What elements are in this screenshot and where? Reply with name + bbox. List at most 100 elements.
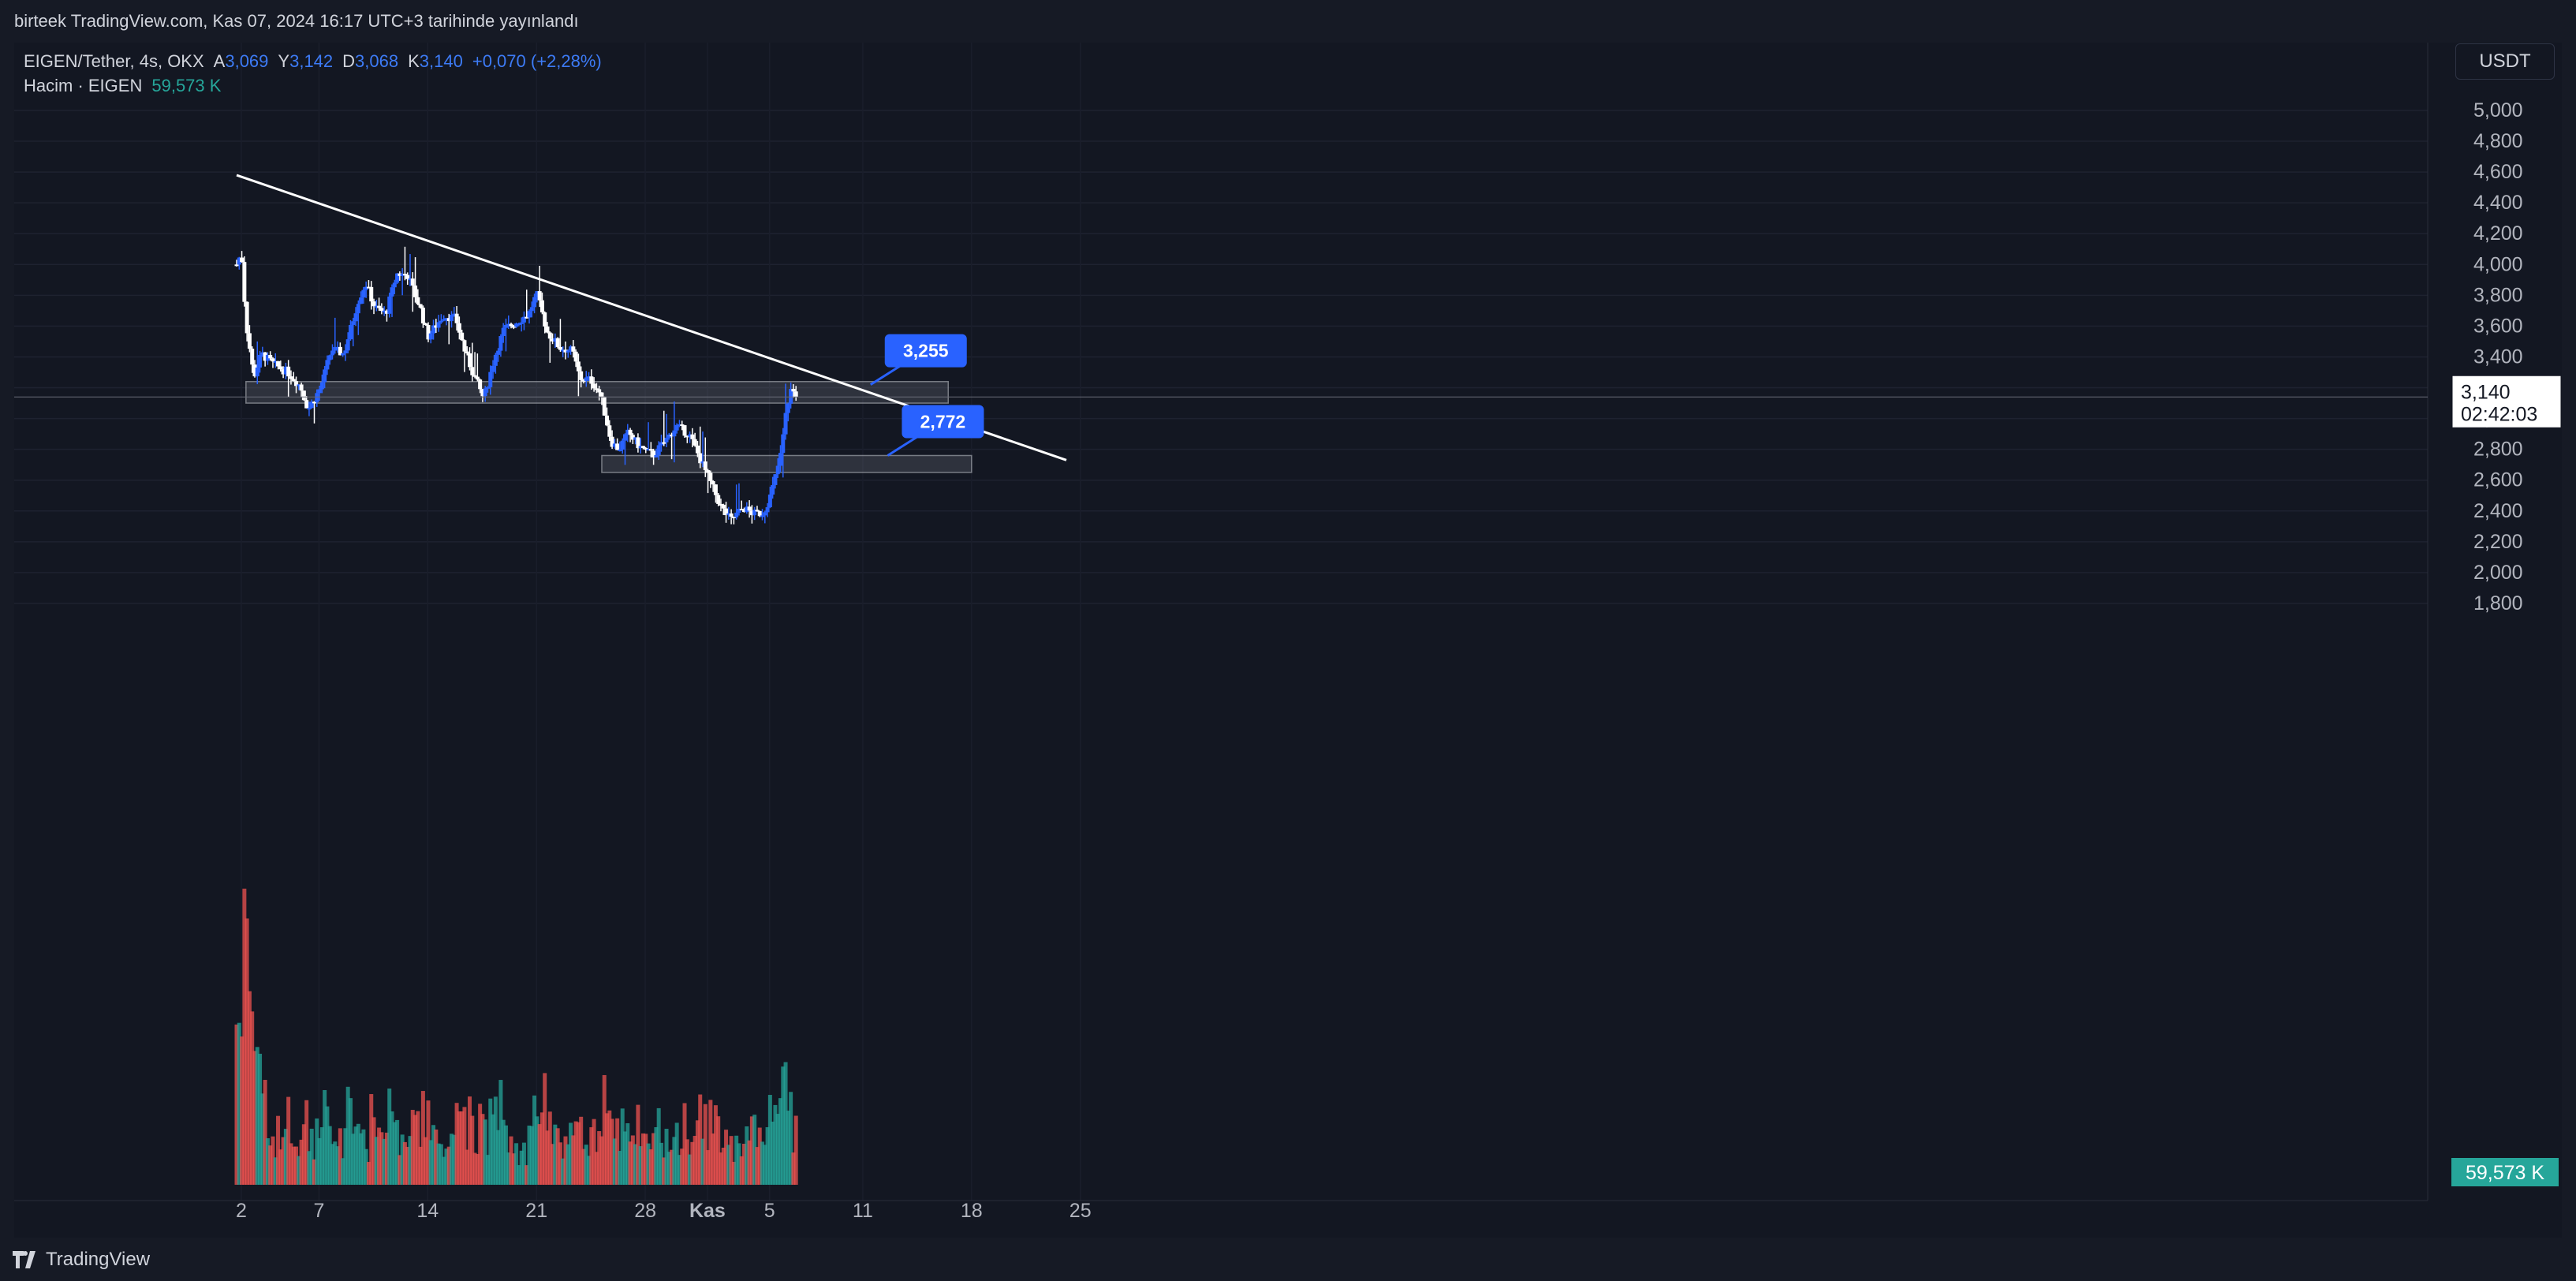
volume-bar — [428, 1140, 433, 1185]
volume-bar — [664, 1129, 669, 1185]
volume-bar — [480, 1114, 485, 1185]
candle-body — [525, 316, 529, 319]
candle-body — [789, 388, 793, 404]
candle-body — [468, 353, 472, 368]
candle-body — [485, 387, 490, 389]
volume-bar — [472, 1152, 477, 1185]
candle-body — [724, 508, 729, 516]
volume-bar — [450, 1133, 454, 1185]
volume-bar — [765, 1127, 770, 1185]
candle-body — [483, 388, 487, 397]
volume-bar — [592, 1119, 596, 1185]
candle-body — [519, 322, 524, 324]
volume-bar — [698, 1094, 703, 1185]
volume-value: 59,573 K — [151, 76, 222, 95]
volume-bar — [517, 1165, 521, 1185]
volume-bar — [317, 1137, 322, 1185]
candle-body — [428, 333, 433, 340]
candle-body — [630, 435, 635, 440]
volume-bar — [364, 1148, 368, 1185]
volume-bar — [636, 1104, 640, 1185]
volume-bar — [615, 1118, 620, 1185]
candle-body — [778, 453, 782, 466]
volume-bar — [286, 1096, 291, 1185]
volume-bar — [446, 1146, 451, 1185]
volume-bar — [245, 918, 249, 1185]
candle-body — [581, 379, 586, 382]
candle-body — [250, 349, 255, 365]
candle-body — [333, 346, 338, 351]
tradingview-logo[interactable]: TradingView — [13, 1249, 150, 1271]
price-callout[interactable] — [884, 334, 967, 368]
volume-bar — [289, 1143, 293, 1185]
volume-bar — [659, 1142, 663, 1185]
volume-bar — [670, 1149, 674, 1185]
candle-body — [700, 461, 705, 464]
candle-body — [731, 516, 736, 518]
volume-bar — [493, 1096, 498, 1185]
volume-bar — [382, 1138, 386, 1185]
volume-bar — [623, 1131, 627, 1185]
x-tick-label: 2 — [236, 1200, 247, 1222]
volume-bar — [755, 1147, 760, 1185]
candle-body — [470, 367, 475, 375]
volume-bar — [682, 1103, 687, 1185]
candle-body — [475, 376, 480, 380]
candle-body — [767, 494, 772, 508]
volume-label[interactable]: Hacim · EIGEN — [24, 76, 143, 95]
candle-body — [793, 391, 798, 398]
volume-bar — [773, 1104, 778, 1185]
volume-bar — [527, 1125, 532, 1185]
candle-body — [501, 327, 506, 336]
volume-bar — [651, 1133, 656, 1185]
candle-body — [364, 286, 368, 290]
candle-body — [592, 383, 596, 389]
volume-bar — [685, 1139, 689, 1185]
currency-button[interactable]: USDT — [2455, 43, 2555, 80]
candle-body — [312, 401, 316, 404]
y-tick-label: 2,800 — [2473, 439, 2523, 461]
volume-bar — [713, 1105, 718, 1185]
volume-bar — [579, 1116, 584, 1185]
candle-body — [607, 425, 612, 437]
candle-body — [757, 510, 762, 517]
candle-body — [672, 430, 677, 437]
volume-bar — [674, 1122, 679, 1185]
volume-bar — [263, 1080, 267, 1185]
candle-body — [402, 274, 407, 276]
candle-body — [521, 316, 526, 323]
volume-bar — [519, 1150, 524, 1185]
candle-body — [496, 350, 501, 355]
volume-bar — [323, 1089, 327, 1185]
price-chart[interactable]: 5,000 4,800 4,600 4,400 4,200 4,000 3,800 3,600… — [14, 43, 2562, 1238]
candle-body — [576, 361, 581, 372]
volume-bar — [299, 1139, 304, 1185]
volume-bar — [309, 1128, 314, 1185]
volume-bar — [752, 1115, 757, 1185]
volume-tag — [2451, 1158, 2559, 1186]
price-callout[interactable] — [902, 405, 984, 439]
support-resistance-zone[interactable] — [601, 454, 973, 473]
chart-area[interactable]: 5,000 4,800 4,600 4,400 4,200 4,000 3,800 3,600… — [14, 43, 2562, 1238]
candle-body — [488, 372, 493, 387]
candle-body — [623, 434, 627, 441]
volume-bar — [602, 1074, 607, 1185]
high-value: 3,142 — [289, 51, 334, 71]
candle-body — [605, 415, 610, 426]
candle-body — [436, 322, 441, 328]
volume-bar — [250, 1011, 255, 1185]
candle-body — [553, 338, 558, 342]
volume-bar — [351, 1133, 356, 1185]
price-callout-pointer — [869, 364, 902, 386]
candle-body — [620, 440, 625, 450]
candle-body — [561, 349, 566, 352]
symbol-label[interactable]: EIGEN/Tether, 4s, OKX — [24, 51, 204, 71]
candle-body — [719, 503, 723, 506]
candle-body — [514, 323, 519, 327]
volume-bar — [610, 1119, 614, 1185]
volume-bar — [348, 1098, 353, 1185]
candle-body — [791, 388, 796, 392]
volume-bar — [695, 1120, 700, 1185]
volume-bar — [731, 1161, 736, 1185]
volume-bar — [506, 1152, 511, 1185]
